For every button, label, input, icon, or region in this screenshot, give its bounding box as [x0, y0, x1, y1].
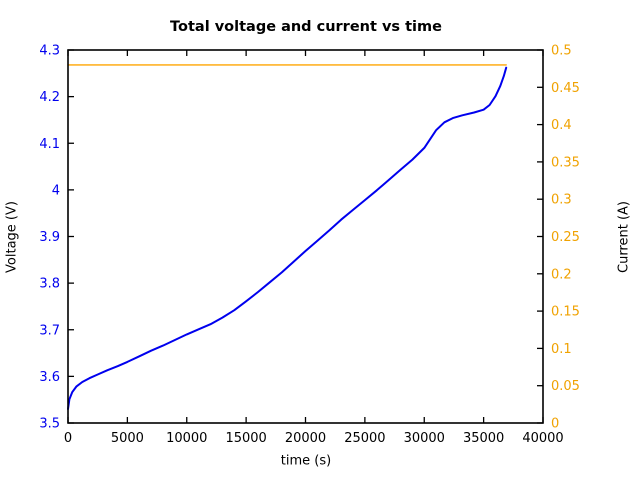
y-right-tick-label: 0.2: [551, 267, 572, 282]
y-left-tick-label: 3.8: [39, 277, 60, 292]
y-right-tick-label: 0.25: [551, 230, 580, 245]
x-tick-label: 5000: [111, 431, 144, 446]
x-axis-label: time (s): [280, 453, 332, 469]
chart-title: Total voltage and current vs time: [170, 19, 442, 35]
y-right-tick-label: 0.1: [551, 342, 572, 357]
x-tick-label: 30000: [404, 431, 445, 446]
x-tick-label: 35000: [463, 431, 504, 446]
y-right-tick-label: 0.3: [551, 193, 572, 208]
y-left-tick-label: 4.1: [39, 137, 60, 152]
x-tick-label: 15000: [225, 431, 266, 446]
y-right-tick-label: 0.45: [551, 81, 580, 96]
y-left-tick-label: 4.3: [39, 44, 60, 59]
x-tick-label: 20000: [285, 431, 326, 446]
y-left-tick-label: 3.6: [39, 370, 60, 385]
y-right-tick-label: 0.4: [551, 118, 572, 133]
y-left-tick-label: 3.9: [39, 230, 60, 245]
y-right-tick-label: 0.5: [551, 44, 572, 59]
y-left-tick-label: 3.7: [39, 323, 60, 338]
plot-border: [67, 49, 544, 424]
series-total-voltage: [67, 66, 508, 410]
x-tick-label: 25000: [344, 431, 385, 446]
y-right-tick-label: 0.15: [551, 305, 580, 320]
x-tick-label: 10000: [166, 431, 207, 446]
x-tick-label: 40000: [522, 431, 563, 446]
y-left-tick-label: 4.2: [39, 90, 60, 105]
y-right-tick-label: 0.05: [551, 379, 580, 394]
y-right-tick-label: 0.35: [551, 155, 580, 170]
y-right-tick-label: 0: [551, 417, 559, 432]
y-left-tick-label: 3.5: [39, 417, 60, 432]
y-left-tick-label: 4: [52, 183, 60, 198]
x-tick-label: 0: [64, 431, 72, 446]
